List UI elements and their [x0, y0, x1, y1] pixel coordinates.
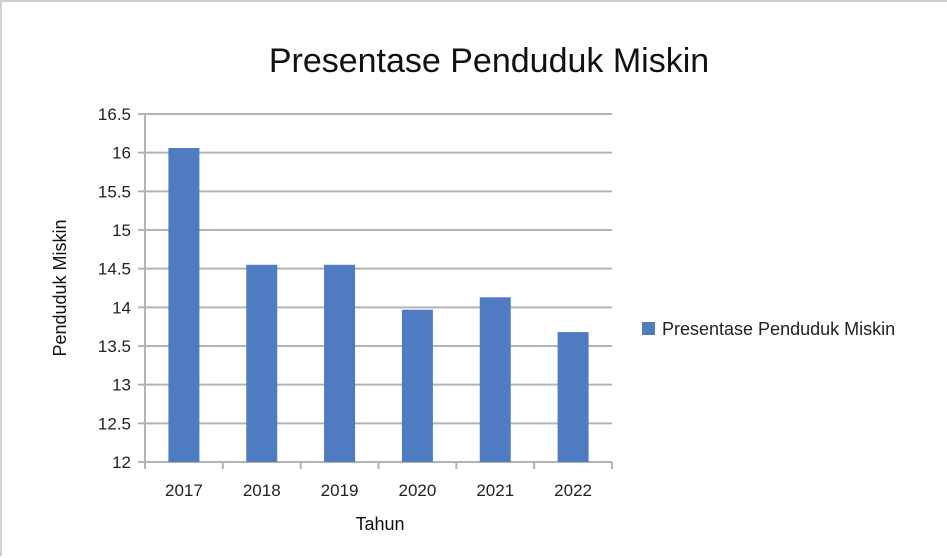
y-tick-label: 14 [112, 298, 131, 317]
gridlines [145, 113, 612, 463]
legend-swatch [642, 322, 655, 335]
x-tick-label: 2020 [399, 481, 437, 500]
bar [324, 264, 356, 462]
y-tick-label: 16.5 [98, 105, 131, 124]
bar [246, 264, 278, 462]
x-axis-title: Tahun [355, 514, 404, 534]
y-tick-label: 15 [112, 221, 131, 240]
legend: Presentase Penduduk Miskin [642, 319, 895, 339]
y-tick-label: 12.5 [98, 414, 131, 433]
bar [168, 148, 200, 462]
y-tick-label: 13.5 [98, 337, 131, 356]
y-tick-label: 12 [112, 453, 131, 472]
bar [557, 332, 589, 462]
x-tick-label: 2021 [476, 481, 514, 500]
x-axis-ticks: 2017 2018 2019 2020 2021 2022 [144, 462, 613, 500]
y-axis-ticks: 12 12.5 13 13.5 14 14.5 15 15.5 16 16.5 [98, 105, 146, 472]
x-tick-label: 2019 [321, 481, 359, 500]
x-tick-label: 2017 [165, 481, 203, 500]
x-tick-label: 2022 [554, 481, 592, 500]
bar [479, 297, 511, 462]
y-tick-label: 14.5 [98, 260, 131, 279]
x-tick-label: 2018 [243, 481, 281, 500]
y-tick-label: 13 [112, 376, 131, 395]
chart-title: Presentase Penduduk Miskin [269, 42, 709, 80]
y-axis-title: Penduduk Miskin [50, 219, 70, 356]
legend-label: Presentase Penduduk Miskin [662, 319, 895, 339]
bars [168, 148, 589, 462]
bar [401, 309, 433, 462]
y-tick-label: 16 [112, 144, 131, 163]
y-tick-label: 15.5 [98, 182, 131, 201]
